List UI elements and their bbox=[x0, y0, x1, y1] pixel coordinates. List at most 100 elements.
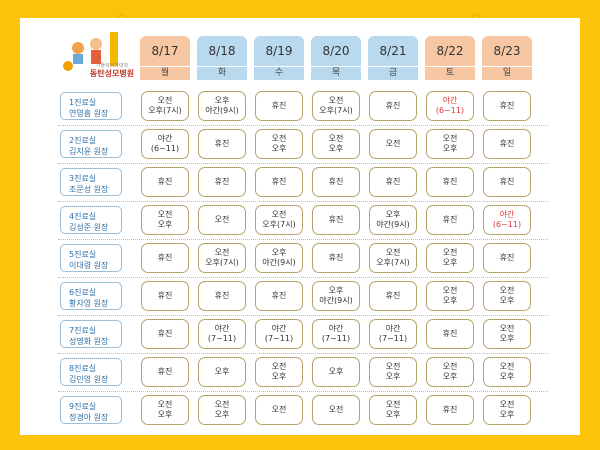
date-header: 8/21 bbox=[368, 36, 418, 66]
cell-line: 오후(7시) bbox=[262, 220, 296, 229]
cell-line: (6~11) bbox=[492, 220, 522, 229]
schedule-cell: 야간 (6~11) bbox=[426, 91, 474, 121]
schedule-cell: 야간 (7~11) bbox=[255, 319, 303, 349]
doctor-label: 2진료실 김지윤 원장 bbox=[60, 130, 122, 158]
schedule-cell: 오후 야간(9시) bbox=[369, 205, 417, 235]
schedule-cell: 휴진 bbox=[483, 91, 531, 121]
cell-line: 휴진 bbox=[499, 253, 515, 262]
cell-line: 오후 bbox=[271, 144, 287, 153]
schedule-cell: 휴진 bbox=[483, 129, 531, 159]
cell-line: 오후 bbox=[442, 144, 458, 153]
schedule-cell: 야간 (7~11) bbox=[312, 319, 360, 349]
doctor-room: 4진료실 bbox=[69, 212, 97, 221]
schedule-cell: 오전 오후 bbox=[369, 395, 417, 425]
cell-line: 오후 bbox=[214, 410, 230, 419]
schedule-cell: 오전 오후 bbox=[426, 281, 474, 311]
cell-line: 휴진 bbox=[499, 139, 515, 148]
schedule-cell: 휴진 bbox=[141, 167, 189, 197]
cell-line: 휴진 bbox=[157, 253, 173, 262]
schedule-cell: 휴진 bbox=[426, 167, 474, 197]
row-separator bbox=[58, 391, 548, 392]
cell-line: 오전 bbox=[214, 215, 230, 224]
cell-line: 오후 bbox=[499, 372, 515, 381]
doctor-room: 9진료실 bbox=[69, 402, 97, 411]
cell-line: 오전 bbox=[271, 210, 287, 219]
cell-line: 휴진 bbox=[157, 367, 173, 376]
cell-line: 오전 bbox=[214, 400, 230, 409]
cell-line: 휴진 bbox=[385, 101, 401, 110]
cell-line: (6~11) bbox=[435, 106, 465, 115]
schedule-cell: 오전 오후(7시) bbox=[312, 91, 360, 121]
cell-line: 휴진 bbox=[328, 253, 344, 262]
date-header: 8/18 bbox=[197, 36, 247, 66]
schedule-cell: 야간 (7~11) bbox=[198, 319, 246, 349]
doctor-room: 3진료실 bbox=[69, 174, 97, 183]
cell-line: 휴진 bbox=[157, 177, 173, 186]
cell-line: 오후(7시) bbox=[319, 106, 353, 115]
cell-line: (7~11) bbox=[264, 334, 294, 343]
schedule-cell: 야간 (7~11) bbox=[369, 319, 417, 349]
doctor-label: 4진료실 김성준 원장 bbox=[60, 206, 122, 234]
doctor-doctor: 김지윤 원장 bbox=[69, 147, 109, 156]
schedule-cell: 휴진 bbox=[141, 357, 189, 387]
schedule-cell: 휴진 bbox=[426, 205, 474, 235]
date-header: 8/19 bbox=[254, 36, 304, 66]
schedule-cell: 오후 야간(9시) bbox=[312, 281, 360, 311]
day-header: 화 bbox=[197, 67, 247, 80]
day-header: 월 bbox=[140, 67, 190, 80]
schedule-cell: 오전 bbox=[198, 205, 246, 235]
cell-line: 오전 bbox=[499, 286, 515, 295]
schedule-cell: 오전 bbox=[255, 395, 303, 425]
cell-line: 오전 bbox=[157, 96, 173, 105]
cell-line: 오후 bbox=[499, 334, 515, 343]
doctor-doctor: 조문성 원장 bbox=[69, 185, 109, 194]
schedule-cell: 오전 오후 bbox=[483, 395, 531, 425]
logo-art bbox=[63, 32, 118, 71]
cell-line: 야간(9시) bbox=[262, 258, 296, 267]
row-separator bbox=[58, 239, 548, 240]
cell-line: 야간(9시) bbox=[376, 220, 410, 229]
doctor-label: 5진료실 이대령 원장 bbox=[60, 244, 122, 272]
cell-line: 휴진 bbox=[214, 291, 230, 300]
cell-line: 야간 bbox=[442, 96, 458, 105]
cell-line: 오전 bbox=[328, 405, 344, 414]
cell-line: 오후 bbox=[385, 210, 401, 219]
doctor-doctor: 성명화 원장 bbox=[69, 337, 109, 346]
cell-line: 휴진 bbox=[271, 291, 287, 300]
schedule-cell: 휴진 bbox=[141, 243, 189, 273]
cell-line: 오전 bbox=[328, 96, 344, 105]
cell-line: 오전 bbox=[271, 362, 287, 371]
doctor-room: 8진료실 bbox=[69, 364, 97, 373]
schedule-cell: 오전 오후 bbox=[141, 395, 189, 425]
cell-line: 오전 bbox=[271, 405, 287, 414]
cell-line: 오후 bbox=[385, 372, 401, 381]
schedule-cell: 야간 (6~11) bbox=[483, 205, 531, 235]
cell-line: 오후 bbox=[385, 410, 401, 419]
row-separator bbox=[58, 353, 548, 354]
doctor-room: 6진료실 bbox=[69, 288, 97, 297]
schedule-cell: 오전 오후 bbox=[198, 395, 246, 425]
cell-line: 오후 bbox=[499, 296, 515, 305]
cell-line: 오전 bbox=[499, 362, 515, 371]
cell-line: 오전 bbox=[214, 248, 230, 257]
day-header: 일 bbox=[482, 67, 532, 80]
doctor-doctor: 황자영 원장 bbox=[69, 299, 109, 308]
schedule-cell: 휴진 bbox=[255, 281, 303, 311]
doctor-room: 7진료실 bbox=[69, 326, 97, 335]
cell-line: 야간 bbox=[385, 324, 401, 333]
cell-line: 야간 bbox=[328, 324, 344, 333]
day-header: 금 bbox=[368, 67, 418, 80]
cell-line: 오전 bbox=[385, 400, 401, 409]
cell-line: 오전 bbox=[328, 134, 344, 143]
schedule-cell: 오전 오후 bbox=[483, 319, 531, 349]
cell-line: 휴진 bbox=[271, 101, 287, 110]
schedule-cell: 오전 bbox=[312, 395, 360, 425]
cell-line: 오후 bbox=[328, 367, 344, 376]
doctor-doctor: 이대령 원장 bbox=[69, 261, 109, 270]
cell-line: 오후 bbox=[271, 248, 287, 257]
cell-line: 휴진 bbox=[442, 215, 458, 224]
cell-line: 휴진 bbox=[442, 329, 458, 338]
doctor-room: 1진료실 bbox=[69, 98, 97, 107]
cell-line: 오후 bbox=[442, 258, 458, 267]
row-separator bbox=[58, 125, 548, 126]
